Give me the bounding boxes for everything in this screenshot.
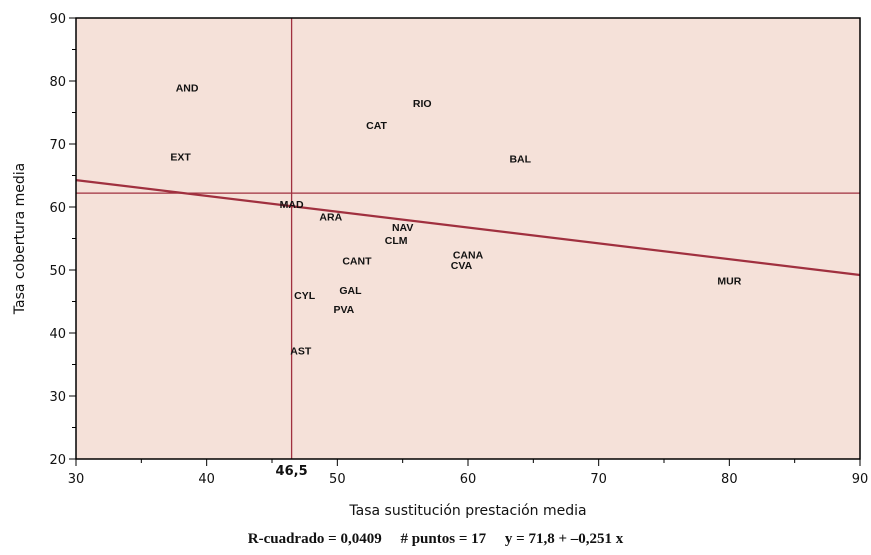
point-label-nav: NAV bbox=[392, 222, 413, 234]
regression-line-group bbox=[75, 179, 861, 277]
point-label-cat: CAT bbox=[366, 120, 387, 132]
r-squared-text: R-cuadrado = 0,0409 bbox=[247, 531, 382, 547]
x-tick-label: 80 bbox=[721, 472, 738, 487]
x-tick-label: 70 bbox=[590, 472, 607, 487]
y-tick-label: 30 bbox=[49, 390, 66, 405]
x-tick-label: 60 bbox=[460, 472, 477, 487]
x-axis-title: Tasa sustitución prestación media bbox=[348, 503, 586, 519]
y-tick-label: 50 bbox=[49, 264, 66, 279]
point-label-mur: MUR bbox=[717, 276, 741, 288]
regression-stats: R-cuadrado = 0,0409 # puntos = 17 y = 71… bbox=[0, 531, 871, 548]
y-axis: 20 30 40 50 60 70 80 90 bbox=[49, 12, 76, 468]
y-tick-label: 60 bbox=[49, 201, 66, 216]
equation-text: y = 71,8 + –0,251 x bbox=[504, 531, 624, 547]
regression-line bbox=[75, 179, 861, 277]
point-label-cyl: CYL bbox=[294, 290, 316, 302]
y-tick-label: 90 bbox=[49, 12, 66, 27]
plot-background bbox=[76, 18, 860, 459]
point-label-ast: AST bbox=[290, 346, 312, 358]
y-tick-label: 40 bbox=[49, 327, 66, 342]
point-label-clm: CLM bbox=[385, 235, 408, 247]
x-tick-label: 40 bbox=[198, 472, 215, 487]
point-label-cva: CVA bbox=[451, 260, 473, 272]
mean-x-label: 46,5 bbox=[276, 464, 308, 479]
reference-lines bbox=[76, 18, 860, 459]
y-tick-label: 80 bbox=[49, 75, 66, 90]
point-label-cana: CANA bbox=[453, 249, 484, 261]
point-label-cant: CANT bbox=[342, 256, 372, 268]
x-tick-label: 30 bbox=[68, 472, 85, 487]
y-axis-title: Tasa cobertura media bbox=[12, 163, 28, 315]
y-tick-label: 70 bbox=[49, 138, 66, 153]
x-axis: 30 40 50 60 70 80 90 bbox=[68, 459, 869, 487]
point-label-pva: PVA bbox=[333, 304, 354, 316]
point-label-rio: RIO bbox=[413, 98, 432, 110]
x-tick-label: 90 bbox=[852, 472, 869, 487]
point-label-and: AND bbox=[176, 82, 199, 94]
point-label-ext: EXT bbox=[170, 152, 191, 164]
point-label-gal: GAL bbox=[339, 285, 362, 297]
x-tick-label: 50 bbox=[329, 472, 346, 487]
y-tick-label: 20 bbox=[49, 453, 66, 468]
point-label-mad: MAD bbox=[280, 199, 304, 211]
points-count-text: # puntos = 17 bbox=[400, 531, 487, 547]
point-label-ara: ARA bbox=[319, 211, 342, 223]
point-label-bal: BAL bbox=[509, 153, 531, 165]
